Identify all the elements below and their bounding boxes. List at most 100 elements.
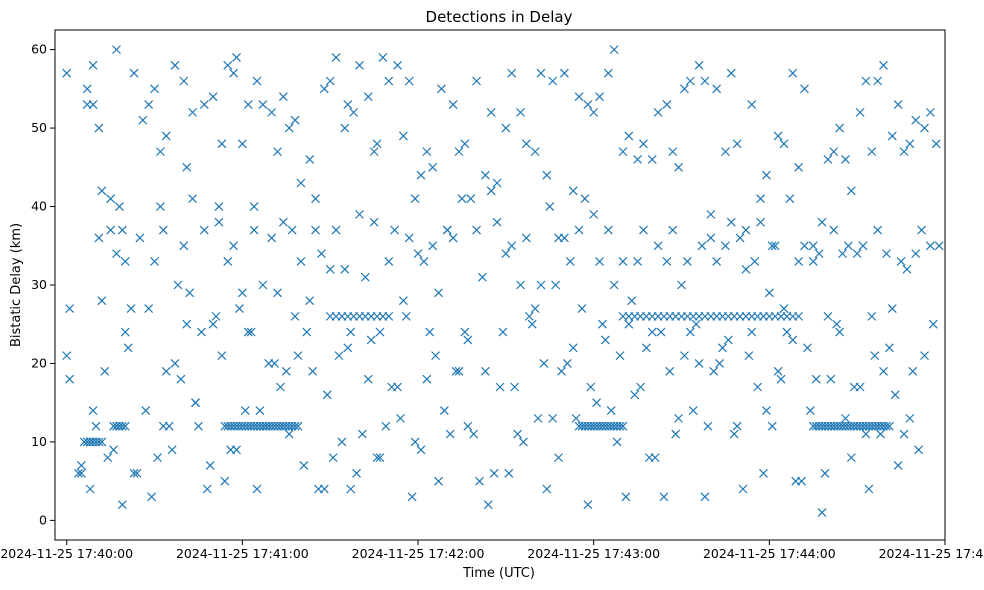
data-point: [899, 429, 909, 439]
data-point: [738, 484, 748, 494]
data-point: [214, 217, 224, 227]
data-point: [214, 202, 224, 211]
data-point: [595, 257, 604, 266]
data-point: [808, 257, 818, 266]
data-point: [232, 445, 241, 455]
data-point: [91, 421, 101, 431]
data-point: [448, 100, 458, 109]
data-point: [466, 194, 476, 204]
data-point: [589, 209, 599, 219]
data-point: [331, 225, 341, 235]
data-point: [685, 327, 695, 337]
data-point: [97, 186, 107, 196]
data-point: [483, 500, 493, 510]
data-point: [439, 406, 449, 415]
data-point: [905, 139, 915, 149]
data-point: [723, 335, 733, 345]
data-point: [396, 413, 405, 423]
data-point: [887, 304, 897, 313]
data-point: [580, 194, 590, 204]
data-point: [495, 382, 505, 392]
x-tick-label: 2024-11-25 17:44:00: [703, 546, 836, 561]
data-point: [319, 84, 329, 94]
data-point: [325, 76, 335, 86]
data-point: [284, 123, 294, 133]
data-point: [278, 217, 288, 227]
data-point: [384, 257, 394, 266]
data-point: [290, 421, 300, 431]
data-point: [542, 170, 552, 180]
data-point: [346, 484, 356, 494]
data-point: [486, 107, 496, 117]
data-point: [858, 241, 868, 251]
data-point: [530, 147, 540, 157]
data-point: [410, 194, 420, 204]
data-point: [463, 421, 473, 431]
data-point: [437, 84, 446, 94]
data-point: [832, 319, 842, 329]
data-point: [375, 453, 385, 463]
data-point: [428, 162, 438, 172]
data-point: [700, 76, 710, 86]
data-point: [908, 366, 918, 376]
x-tick-label: 2024-11-25 17:45:00: [879, 546, 984, 561]
y-tick-label: 50: [31, 120, 47, 135]
data-point: [879, 366, 888, 376]
data-markers: [62, 45, 944, 517]
data-point: [158, 421, 168, 431]
data-point: [129, 468, 139, 478]
data-point: [647, 155, 657, 164]
data-point: [925, 241, 935, 251]
data-point: [510, 382, 520, 392]
data-point: [518, 437, 528, 447]
x-axis-title: Time (UTC): [462, 566, 535, 581]
data-point: [363, 374, 373, 384]
data-point: [680, 84, 689, 94]
data-point: [650, 453, 660, 463]
y-tick-label: 60: [31, 42, 47, 57]
data-point: [542, 484, 552, 494]
data-point: [135, 233, 145, 243]
data-point: [732, 139, 742, 149]
x-tick-label: 2024-11-25 17:41:00: [176, 546, 309, 561]
data-point: [808, 241, 818, 251]
data-point: [618, 421, 628, 431]
data-point: [88, 100, 98, 109]
data-point: [794, 311, 804, 321]
data-point: [504, 468, 514, 478]
data-point: [94, 437, 104, 447]
data-point: [404, 233, 414, 243]
data-point: [252, 76, 262, 86]
data-point: [117, 500, 127, 510]
data-point: [715, 359, 724, 368]
data-point: [478, 272, 487, 282]
data-point: [814, 249, 824, 259]
data-point: [726, 68, 736, 78]
data-point: [167, 445, 177, 455]
data-point: [559, 68, 569, 78]
data-point: [381, 421, 391, 431]
data-point: [633, 155, 643, 164]
data-point: [917, 225, 927, 235]
data-point: [647, 327, 657, 337]
data-point: [331, 53, 341, 62]
data-point: [609, 45, 619, 55]
data-point: [712, 257, 722, 266]
data-point: [472, 76, 482, 86]
data-point: [823, 155, 833, 164]
data-point: [208, 92, 218, 102]
data-point: [805, 406, 815, 415]
data-point: [199, 225, 209, 235]
data-point: [624, 319, 634, 329]
data-point: [451, 366, 461, 376]
data-point: [334, 351, 344, 361]
data-point: [94, 233, 104, 243]
data-point: [694, 359, 704, 368]
data-point: [109, 445, 118, 455]
data-point: [548, 76, 558, 86]
data-point: [94, 123, 104, 133]
data-point: [106, 225, 116, 235]
data-point: [829, 147, 839, 157]
data-point: [194, 421, 203, 431]
data-point: [123, 343, 133, 353]
